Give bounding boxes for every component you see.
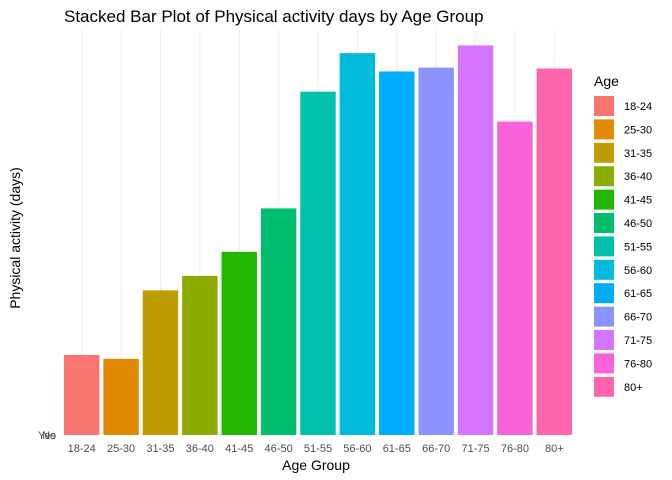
x-tick-label: 25-30 [107,443,135,455]
x-tick-label: 56-60 [343,443,371,455]
chart-title: Stacked Bar Plot of Physical activity da… [64,7,484,26]
bar [418,67,454,436]
legend-label: 25-30 [624,124,652,136]
legend-swatch [594,330,614,350]
bars [63,45,573,436]
legend-label: 76-80 [624,358,652,370]
legend-swatch [594,119,614,140]
legend-label: 61-65 [624,288,652,300]
legend-swatch [594,96,614,116]
legend-swatch [594,259,614,280]
legend: Age 18-24 25-30 31-35 36-40 41-45 46-50 51-55 5… [594,73,652,397]
y-tick-label: Yes [38,430,56,442]
bar [142,290,179,435]
x-tick-label: 36-40 [186,443,214,455]
legend-label: 80+ [624,382,643,394]
bar [63,354,100,435]
bar [182,275,218,435]
x-tick-label: 71-75 [461,443,489,455]
x-tick-label: 61-65 [383,443,411,455]
x-tick-label: 76-80 [501,443,529,455]
x-tick-label: 18-24 [68,443,96,455]
legend-swatch [594,142,614,163]
legend-label: 46-50 [624,218,652,230]
x-tick-label: 80+ [545,443,564,455]
legend-label: 36-40 [624,171,652,183]
legend-swatch [594,189,614,210]
bar [536,68,573,435]
legend-label: 41-45 [624,195,652,207]
bar [221,251,257,435]
bar [300,91,336,436]
bar [457,45,494,436]
legend-swatch [594,376,614,397]
legend-swatch [594,353,614,374]
legend-swatch [594,213,614,233]
legend-label: 51-55 [624,241,652,253]
y-tick-label: No [42,430,56,442]
x-tick-label: 46-50 [265,443,293,455]
x-tick-label: 51-55 [304,443,332,455]
bar [379,71,415,436]
legend-label: 31-35 [624,148,652,160]
x-tick-labels: 18-24 25-30 31-35 36-40 41-45 46-50 51-55 56-60… [68,443,564,455]
y-axis-title: Physical activity (days) [7,167,23,309]
legend-swatch [594,283,614,304]
x-tick-label: 31-35 [146,443,174,455]
bar [339,53,376,435]
legend-title: Age [594,73,619,89]
bar [103,358,139,435]
legend-swatch [594,166,614,187]
bar [497,121,533,436]
legend-label: 18-24 [624,101,652,113]
legend-label: 71-75 [624,335,652,347]
x-tick-label: 66-70 [422,443,450,455]
legend-label: 66-70 [624,312,652,324]
bar [260,208,297,435]
legend-label: 56-60 [624,265,652,277]
x-tick-label: 41-45 [225,443,253,455]
legend-swatch [594,236,614,257]
x-axis-title: Age Group [282,457,350,473]
legend-swatch [594,306,614,327]
